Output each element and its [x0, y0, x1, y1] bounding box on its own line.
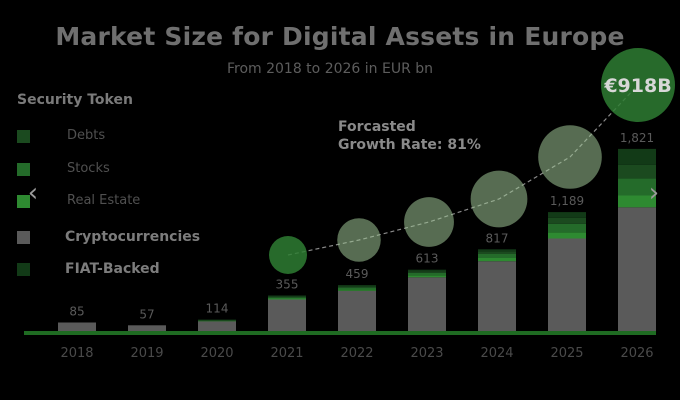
value-label-2018: 85	[69, 305, 84, 319]
bar-segment-fiat-backed-2025	[548, 212, 586, 218]
legend-title: Security Token	[17, 92, 133, 108]
x-axis-baseline	[24, 331, 656, 335]
bar-segment-fiat-backed-2021	[268, 295, 306, 297]
year-label-2025: 2025	[550, 346, 583, 361]
legend-label-cryptocurrencies: Cryptocurrencies	[65, 229, 201, 245]
bar-segment-real-estate-2021	[268, 298, 306, 300]
value-label-2025: 1,189	[550, 194, 584, 208]
bar-segment-cryptocurrencies-2026	[618, 207, 656, 331]
year-label-2021: 2021	[270, 346, 303, 361]
value-label-2020: 114	[206, 302, 229, 316]
value-label-2026: 1,821	[620, 131, 654, 145]
bar-segment-stocks-2025	[548, 223, 586, 233]
bar-segment-real-estate-2025	[548, 232, 586, 239]
year-label-2026: 2026	[620, 346, 653, 361]
bar-segment-cryptocurrencies-2022	[338, 290, 376, 331]
growth-annotation-line-2: Growth Rate: 81%	[338, 137, 481, 153]
growth-annotation: Forcasted Growth Rate: 81%	[338, 118, 481, 154]
growth-annotation-line-1: Forcasted	[338, 119, 416, 135]
value-label-2021: 355	[276, 278, 299, 292]
year-label-2018: 2018	[60, 346, 93, 361]
year-label-2022: 2022	[340, 346, 373, 361]
year-label-2024: 2024	[480, 346, 513, 361]
value-label-2023: 613	[416, 252, 439, 266]
year-label-2019: 2019	[130, 346, 163, 361]
bar-segment-real-estate-2023	[408, 275, 446, 278]
bar-segment-stocks-2021	[268, 297, 306, 299]
bar-segment-real-estate-2022	[338, 289, 376, 291]
highlight-value-label: €918B	[603, 75, 671, 97]
bar-segment-real-estate-2024	[478, 258, 516, 262]
bar-segment-cryptocurrencies-2020	[198, 321, 236, 331]
value-label-2024: 817	[486, 231, 509, 245]
legend-swatch-stocks	[17, 163, 30, 176]
legend-swatch-real-estate	[17, 195, 30, 208]
legend-swatch-fiat-backed	[17, 263, 30, 276]
bar-segment-fiat-backed-2026	[618, 148, 656, 165]
bar-segment-fiat-backed-2024	[478, 249, 516, 252]
bar-segment-fiat-backed-2023	[408, 269, 446, 272]
value-label-2022: 459	[346, 267, 369, 281]
bar-segment-debts-2023	[408, 271, 446, 273]
bar-segment-debts-2021	[268, 296, 306, 298]
legend-label-fiat-backed: FIAT-Backed	[65, 261, 160, 277]
next-arrow-icon[interactable]: ›	[648, 178, 660, 208]
legend-label-real-estate: Real Estate	[67, 193, 141, 208]
legend-label-stocks: Stocks	[67, 161, 110, 176]
forecast-bubble-2022	[337, 218, 381, 262]
bar-segment-fiat-backed-2022	[338, 285, 376, 287]
forecast-bubble-2023	[404, 197, 454, 247]
legend-label-debts: Debts	[67, 128, 106, 143]
bar-segment-cryptocurrencies-2019	[128, 325, 166, 331]
bar-segment-cryptocurrencies-2021	[268, 299, 306, 331]
bar-segment-cryptocurrencies-2023	[408, 277, 446, 331]
value-label-2019: 57	[139, 307, 154, 321]
chart-title: Market Size for Digital Assets in Europe	[55, 22, 625, 51]
year-label-2020: 2020	[200, 346, 233, 361]
chart-subtitle: From 2018 to 2026 in EUR bn	[226, 61, 434, 77]
legend-swatch-cryptocurrencies	[17, 231, 30, 244]
bar-segment-stocks-2024	[478, 254, 516, 258]
previous-arrow-icon[interactable]: ‹	[27, 178, 39, 208]
bar-segment-fiat-backed-2020	[198, 319, 236, 321]
forecast-bubble-2021	[268, 235, 308, 275]
bar-segment-debts-2024	[478, 251, 516, 254]
forecast-bubble-2026	[601, 48, 675, 122]
bar-segment-cryptocurrencies-2025	[548, 238, 586, 331]
year-label-2023: 2023	[410, 346, 443, 361]
bar-segment-stocks-2023	[408, 272, 446, 276]
bar-segment-debts-2022	[338, 286, 376, 288]
bar-segment-debts-2025	[548, 217, 586, 224]
legend-swatch-debts	[17, 130, 30, 143]
growth-trend-line	[287, 84, 639, 256]
bar-segment-cryptocurrencies-2018	[58, 322, 96, 331]
forecast-bubble-2024	[470, 170, 528, 228]
bar-segment-cryptocurrencies-2024	[478, 261, 516, 331]
bar-segment-stocks-2022	[338, 287, 376, 290]
forecast-bubble-2025	[538, 125, 602, 189]
bar-segment-debts-2026	[618, 164, 656, 179]
